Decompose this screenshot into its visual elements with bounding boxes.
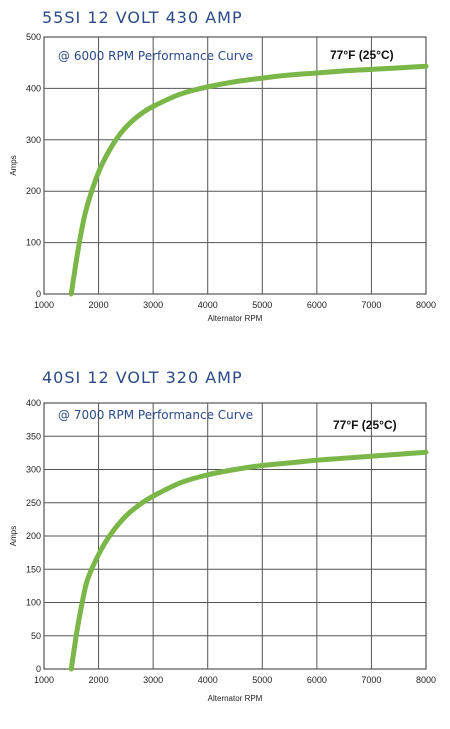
chart-2-x-tick-label: 8000 xyxy=(416,675,436,685)
chart-2-title: 40SI 12 VOLT 320 AMP xyxy=(42,368,243,387)
chart-1-y-tick-label: 300 xyxy=(26,135,41,145)
chart-2-x-tick-label: 4000 xyxy=(198,675,218,685)
chart-1-title: 55SI 12 VOLT 430 AMP xyxy=(42,8,243,27)
chart-1-x-tick-label: 3000 xyxy=(143,300,163,310)
chart-1-y-tick-label: 400 xyxy=(26,83,41,93)
chart-1-x-tick-label: 8000 xyxy=(416,300,436,310)
chart-2-y-axis-label: Amps xyxy=(9,526,18,546)
chart-2-x-tick-label: 5000 xyxy=(252,675,272,685)
chart-2-y-tick-label: 150 xyxy=(26,564,41,574)
chart-2-y-tick-label: 300 xyxy=(26,465,41,475)
chart-1-y-tick-label: 100 xyxy=(26,238,41,248)
chart-2-y-tick-label: 0 xyxy=(36,664,41,674)
chart-1-y-axis-label: Amps xyxy=(9,155,18,175)
chart-1-plot-frame xyxy=(43,36,427,295)
chart-2-x-tick-label: 2000 xyxy=(89,675,109,685)
chart-1-y-tick-label: 0 xyxy=(36,289,41,299)
chart-1-annotation: 77°F (25°C) xyxy=(330,48,394,62)
chart-2-y-tick-label: 400 xyxy=(26,398,41,408)
chart-2-performance-curve xyxy=(68,449,429,672)
chart-2-y-tick-label: 250 xyxy=(26,498,41,508)
chart-1-x-tick-label: 5000 xyxy=(252,300,272,310)
chart-2-y-tick-label: 50 xyxy=(31,631,41,641)
chart-2-y-tick-label: 200 xyxy=(26,531,41,541)
chart-1-y-tick-label: 200 xyxy=(26,186,41,196)
chart-2-y-tick-label: 100 xyxy=(26,598,41,608)
chart-2-annotation: 77°F (25°C) xyxy=(333,418,397,432)
chart-1-x-tick-label: 2000 xyxy=(89,300,109,310)
chart-1-x-axis-label: Alternator RPM xyxy=(208,314,263,323)
chart-2-subtitle: @ 7000 RPM Performance Curve xyxy=(58,408,253,422)
chart-1-x-tick-label: 1000 xyxy=(34,300,54,310)
chart-1-x-tick-label: 6000 xyxy=(307,300,327,310)
chart-2-x-axis-label: Alternator RPM xyxy=(208,694,263,703)
chart-1-subtitle: @ 6000 RPM Performance Curve xyxy=(58,49,253,63)
chart-2-x-tick-label: 1000 xyxy=(34,675,54,685)
chart-1-x-tick-label: 7000 xyxy=(361,300,381,310)
chart-1-performance-curve xyxy=(68,63,429,297)
chart-2-x-tick-label: 3000 xyxy=(143,675,163,685)
chart-2-x-tick-label: 7000 xyxy=(361,675,381,685)
chart-1-y-tick-label: 500 xyxy=(26,32,41,42)
chart-2-y-tick-label: 350 xyxy=(26,431,41,441)
chart-2-x-tick-label: 6000 xyxy=(307,675,327,685)
chart-1-x-tick-label: 4000 xyxy=(198,300,218,310)
